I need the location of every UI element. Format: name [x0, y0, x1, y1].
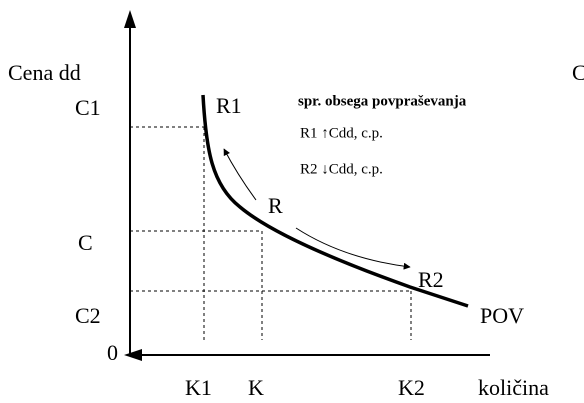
quantity-label: K1 — [185, 375, 212, 400]
price-label: C2 — [75, 303, 101, 328]
point-label: R — [268, 193, 283, 218]
y-label-cut: C — [572, 60, 584, 85]
legend-title: spr. obsega povpraševanja — [298, 93, 467, 109]
legend-line: R2 ↓Cdd, c.p. — [300, 161, 383, 177]
arrow-up — [223, 148, 257, 201]
y-label: Cena dd — [8, 60, 81, 85]
price-label: C1 — [75, 95, 101, 120]
point-label: R1 — [216, 93, 242, 118]
curve-label: POV — [480, 303, 524, 328]
point-label: R2 — [418, 267, 444, 292]
y-axis-arrow — [124, 10, 136, 28]
demand-curve — [201, 94, 469, 308]
legend-line: R1 ↑Cdd, c.p. — [300, 125, 383, 141]
x-label: količina — [478, 375, 549, 400]
price-label: C — [78, 230, 93, 255]
quantity-label: K — [248, 375, 264, 400]
guides — [130, 126, 412, 340]
origin-label: 0 — [107, 340, 118, 365]
arrow-down — [295, 227, 411, 270]
quantity-label: K2 — [398, 375, 425, 400]
x-axis-arrow — [124, 349, 142, 361]
